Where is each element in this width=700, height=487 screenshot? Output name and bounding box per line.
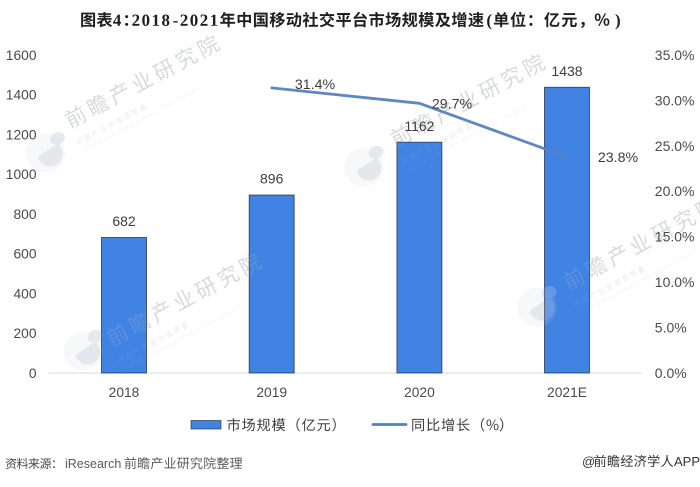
svg-text:1162: 1162	[404, 118, 434, 134]
svg-text:31.4%: 31.4%	[295, 77, 336, 93]
svg-text:1600: 1600	[6, 48, 37, 63]
svg-text:1000: 1000	[6, 167, 37, 182]
svg-text:25.0%: 25.0%	[655, 138, 695, 154]
svg-text:1200: 1200	[6, 127, 37, 142]
svg-text:5.0%: 5.0%	[655, 319, 687, 335]
svg-text:23.8%: 23.8%	[598, 150, 639, 166]
svg-text:0: 0	[29, 366, 37, 381]
svg-text:30.0%: 30.0%	[655, 92, 695, 108]
svg-text:2018: 2018	[109, 385, 140, 400]
svg-text:15.0%: 15.0%	[655, 229, 695, 245]
svg-text:2021E: 2021E	[547, 385, 587, 400]
svg-text:20.0%: 20.0%	[655, 183, 695, 199]
svg-text:400: 400	[13, 286, 36, 301]
svg-text:2019: 2019	[256, 385, 287, 400]
svg-text:896: 896	[260, 171, 284, 187]
svg-text:@: @	[582, 454, 595, 469]
svg-text:APP: APP	[674, 454, 700, 469]
svg-text:2020: 2020	[404, 385, 435, 400]
svg-text:iResearch: iResearch	[65, 457, 121, 471]
svg-text:800: 800	[13, 207, 36, 222]
svg-text:682: 682	[112, 213, 136, 229]
svg-text:600: 600	[13, 247, 36, 262]
svg-text:10.0%: 10.0%	[655, 274, 695, 290]
svg-text:29.7%: 29.7%	[432, 97, 473, 113]
svg-text:0.0%: 0.0%	[655, 365, 687, 381]
svg-text:200: 200	[13, 326, 36, 341]
svg-text:1438: 1438	[551, 63, 582, 79]
svg-text:35.0%: 35.0%	[655, 47, 695, 63]
svg-text:1400: 1400	[6, 88, 37, 103]
